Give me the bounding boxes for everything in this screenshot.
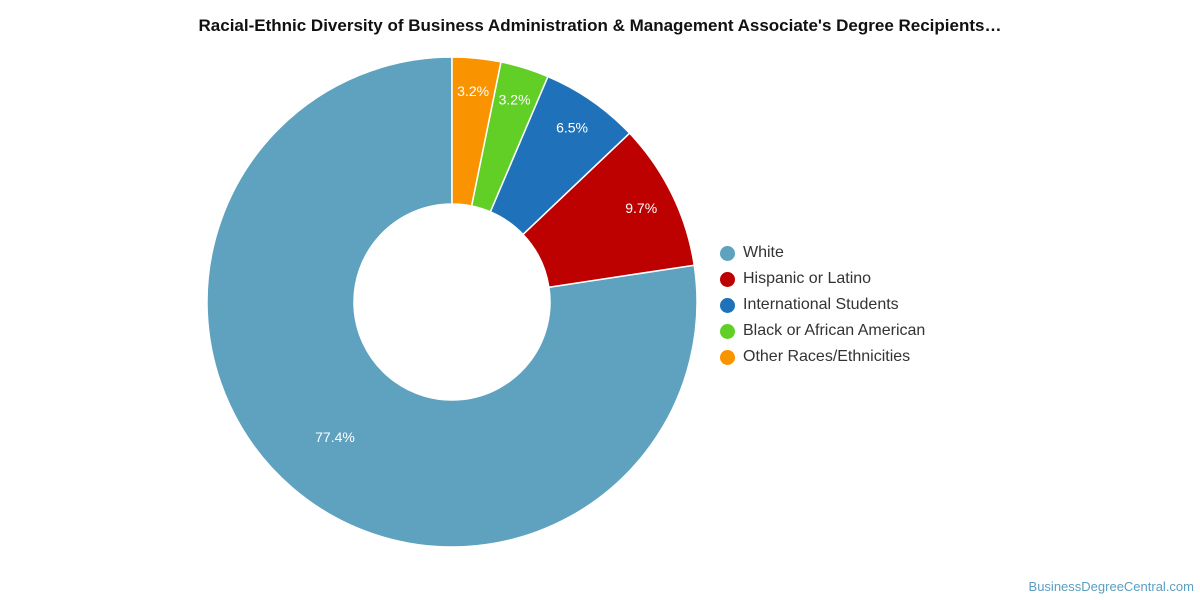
legend-swatch-icon xyxy=(720,271,735,287)
legend-item-international-students[interactable]: International Students xyxy=(720,292,925,318)
legend-label: White xyxy=(743,244,784,261)
slice-label-white: 77.4% xyxy=(315,429,355,445)
legend-label: Hispanic or Latino xyxy=(743,270,872,287)
slice-other-races-ethnicities[interactable] xyxy=(451,56,502,207)
legend-label: Black or African American xyxy=(743,322,926,339)
legend-swatch-icon xyxy=(720,245,735,261)
slice-labels: 77.4% 9.7% 6.5% 3.2% 3.2% xyxy=(315,83,657,445)
site-watermark[interactable]: BusinessDegreeCentral.com xyxy=(1028,579,1194,594)
legend-item-hispanic-or-latino[interactable]: Hispanic or Latino xyxy=(720,266,925,292)
slice-label-hispanic-or-latino: 9.7% xyxy=(625,200,657,216)
legend-item-white[interactable]: White xyxy=(720,240,925,266)
slice-label-international-students: 6.5% xyxy=(556,120,588,136)
chart-legend: White Hispanic or Latino International Stu… xyxy=(720,240,925,370)
donut-slices xyxy=(206,56,698,548)
legend-label: Other Races/Ethnicities xyxy=(743,348,911,365)
legend-item-other-races-ethnicities[interactable]: Other Races/Ethnicities xyxy=(720,344,925,370)
legend-swatch-icon xyxy=(720,297,735,313)
legend-swatch-icon xyxy=(720,323,735,339)
legend-swatch-icon xyxy=(720,349,735,365)
slice-label-other-races-ethnicities: 3.2% xyxy=(457,83,489,99)
slice-label-black-or-african-american: 3.2% xyxy=(499,92,531,108)
chart-title: Racial-Ethnic Diversity of Business Admi… xyxy=(198,16,1002,35)
legend-item-black-or-african-american[interactable]: Black or African American xyxy=(720,318,925,344)
slice-white[interactable] xyxy=(206,56,698,548)
legend-label: International Students xyxy=(743,296,899,313)
